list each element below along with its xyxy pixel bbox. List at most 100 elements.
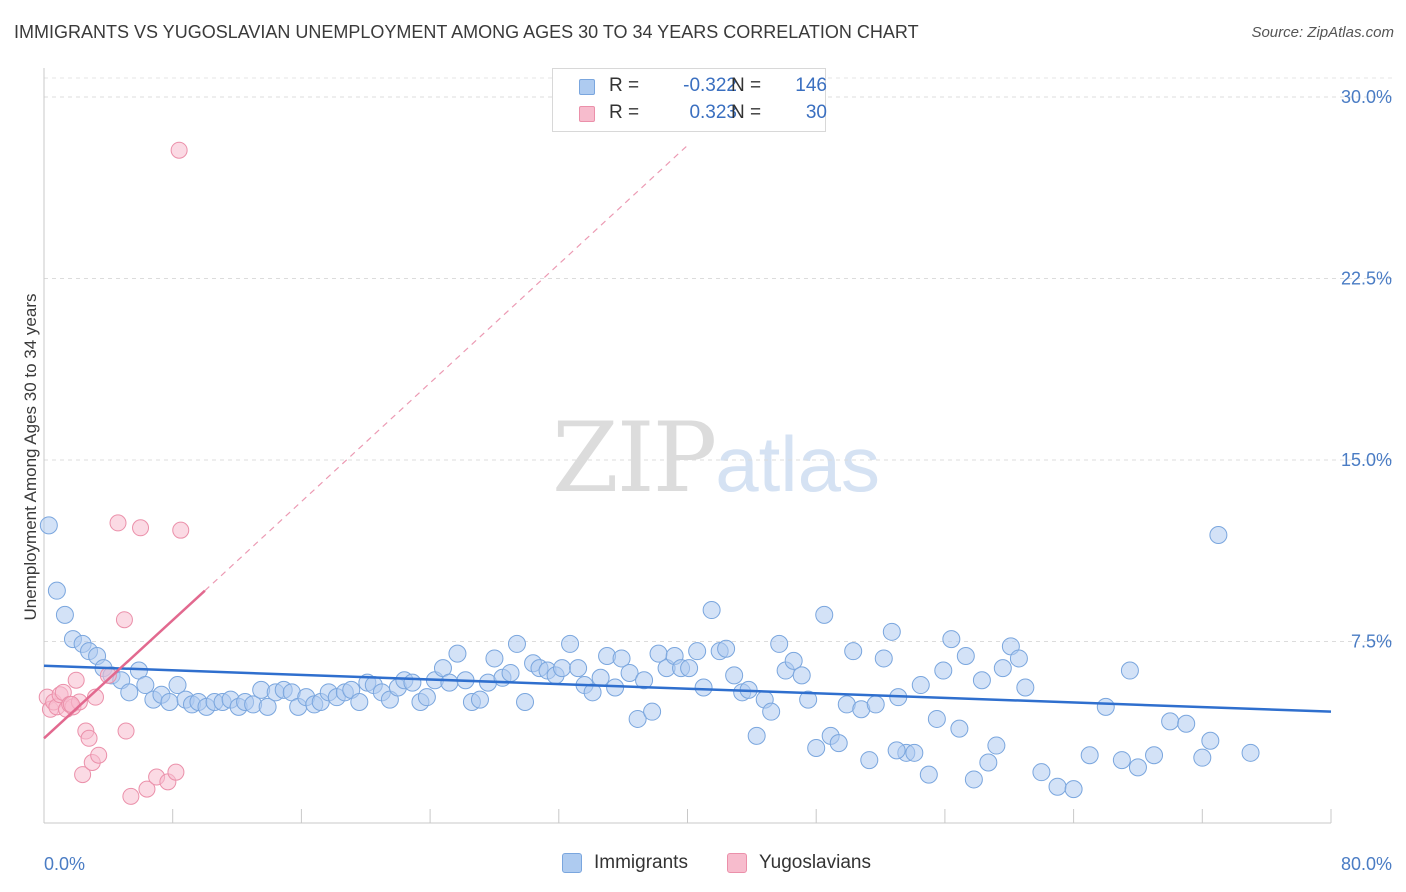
immigrants-trend-line — [43, 664, 1332, 713]
source-label: Source: ZipAtlas.com — [1251, 24, 1394, 41]
y-tick-label: 22.5% — [1341, 269, 1392, 289]
immigrants-point — [911, 676, 930, 695]
immigrants-point — [950, 719, 969, 738]
immigrants-point — [160, 693, 179, 711]
immigrants-point — [258, 697, 277, 716]
immigrants-point — [725, 666, 744, 685]
immigrants-point — [1032, 763, 1051, 782]
yugoslavians-point — [167, 763, 185, 781]
y-tick-label: 30.0% — [1341, 87, 1392, 107]
immigrants-point — [1209, 526, 1228, 545]
immigrants-point — [866, 695, 885, 714]
immigrants-point — [507, 634, 526, 653]
yugoslavians-legend-swatch — [727, 853, 747, 873]
immigrants-point — [470, 690, 489, 709]
immigrants-point — [1048, 777, 1067, 796]
watermark-atlas: atlas — [715, 420, 880, 508]
immigrants-point — [628, 709, 647, 728]
immigrants-point — [485, 649, 504, 668]
immigrants-point — [136, 676, 155, 695]
n-value: 146 — [795, 75, 827, 96]
immigrants-point — [1128, 758, 1147, 777]
immigrants-point — [680, 659, 699, 678]
immigrants-point — [39, 516, 58, 535]
immigrants-point — [516, 693, 535, 711]
immigrants-point — [1193, 748, 1212, 767]
r-label: R = — [609, 102, 640, 123]
immigrants-point — [501, 663, 520, 682]
immigrants-point — [987, 736, 1006, 755]
immigrants-legend-swatch — [562, 853, 582, 873]
immigrants-point — [417, 688, 436, 707]
immigrants-point — [591, 668, 610, 687]
immigrants-point — [1009, 649, 1028, 668]
immigrants-point — [747, 726, 766, 745]
yugoslavians-point — [74, 766, 92, 784]
y-axis-title: Unemployment Among Ages 30 to 34 years — [21, 294, 40, 621]
immigrants-point — [762, 702, 781, 721]
x-tick-label-min: 0.0% — [44, 854, 85, 874]
immigrants-point — [635, 671, 654, 690]
y-tick-label: 15.0% — [1341, 450, 1392, 470]
immigrants-point — [702, 601, 721, 620]
immigrants-point — [1080, 746, 1099, 765]
immigrants-point — [688, 642, 707, 661]
immigrants-point — [784, 651, 803, 670]
yugoslavians-point — [80, 729, 98, 747]
r-label: R = — [609, 75, 640, 96]
immigrants-point — [993, 659, 1012, 678]
immigrants-point — [612, 649, 631, 668]
immigrants-point — [168, 676, 187, 695]
immigrants-point — [807, 738, 826, 757]
r-value: -0.322 — [683, 75, 737, 96]
immigrants-point — [620, 663, 639, 682]
immigrants-point — [979, 753, 998, 772]
watermark-zip: ZIP — [552, 402, 717, 514]
immigrants-point — [1096, 697, 1115, 716]
yugoslavians-legend-label: Yugoslavians — [759, 852, 871, 873]
immigrants-point — [120, 683, 139, 702]
y-tick-label: 7.5% — [1351, 632, 1392, 652]
immigrants-point — [887, 741, 906, 760]
immigrants-point — [1161, 712, 1180, 731]
immigrants-point — [1145, 746, 1164, 765]
immigrants-point — [1201, 731, 1220, 750]
immigrants-point — [799, 690, 818, 709]
immigrants-point — [448, 644, 467, 663]
x-tick-label-max: 80.0% — [1341, 854, 1392, 874]
immigrants-point — [829, 734, 848, 753]
immigrants-point — [643, 702, 662, 721]
watermark: ZIPatlas — [552, 402, 880, 514]
yugoslavians-point — [117, 722, 135, 740]
immigrants-point — [964, 770, 983, 789]
immigrants-point — [1112, 751, 1131, 770]
correlation-legend: R = -0.322 N = 146 R = 0.323 N = 30 — [552, 68, 827, 132]
immigrants-point — [1064, 780, 1083, 799]
yugoslavians-point — [90, 746, 108, 764]
n-label: N = — [731, 102, 762, 123]
yugoslavians-point — [67, 671, 85, 689]
n-value: 30 — [805, 102, 827, 123]
immigrants-point — [905, 743, 924, 762]
immigrants-point — [717, 639, 736, 658]
immigrants-point — [440, 673, 459, 692]
immigrants-point — [561, 634, 580, 653]
immigrants-point — [553, 659, 572, 678]
immigrants-point — [860, 751, 879, 770]
immigrants-point — [972, 671, 991, 690]
immigrants-point — [47, 581, 66, 600]
yugoslavians-point — [122, 787, 140, 805]
immigrants-point — [569, 659, 588, 678]
immigrants-point — [1241, 743, 1260, 762]
immigrants-point — [792, 666, 811, 685]
immigrants-point — [770, 634, 789, 653]
immigrants-point — [942, 630, 961, 649]
immigrants-point — [1120, 661, 1139, 680]
immigrants-point — [403, 673, 422, 692]
yugoslavians-point — [138, 780, 156, 798]
immigrants-point — [919, 765, 938, 784]
immigrants-point — [55, 605, 74, 624]
yugoslavians-trend-line — [43, 589, 206, 740]
immigrants-legend-label: Immigrants — [594, 852, 688, 873]
